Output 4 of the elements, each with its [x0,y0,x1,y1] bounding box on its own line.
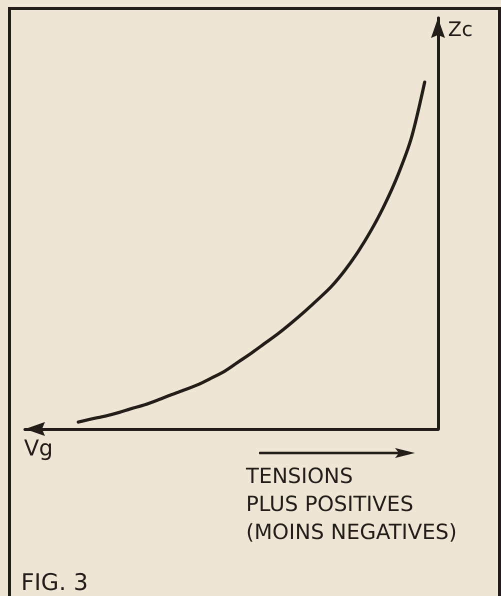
caption: FIG. 3 [21,570,88,596]
text: TENSIONS PLUS POSITIVES (MOINS NEGATIVES) [245,464,457,544]
y-axis-title: Zc [448,17,473,41]
x-axis-title: Vg [24,436,54,462]
